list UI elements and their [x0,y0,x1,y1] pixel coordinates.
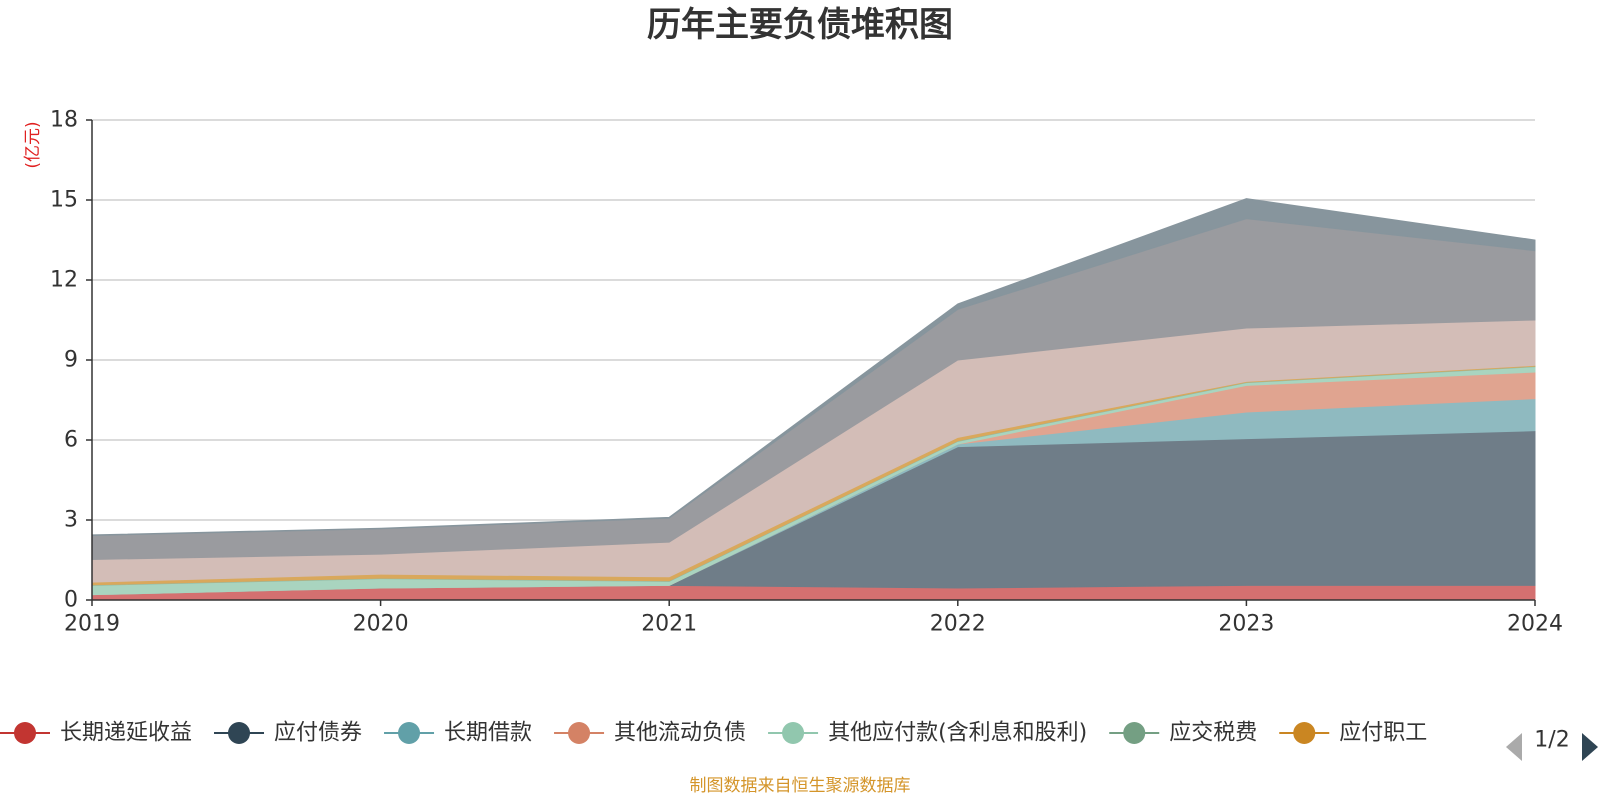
area-series-group [91,198,1536,601]
chart-title: 历年主要负债堆积图 [647,5,953,45]
axes: 2019 2020 2021 2022 2023 2024 [64,119,1563,637]
area-series[interactable] [91,198,1536,536]
x-tick-label: 2024 [1507,612,1563,637]
legend-item[interactable]: 应付职工 [1279,721,1427,746]
legend-pager: 1/2 [1506,728,1598,761]
legend-dot-marker [568,722,591,744]
x-tick-label: 2021 [641,612,697,637]
legend-dot-marker [1293,722,1316,744]
legend-label: 长期借款 [444,721,532,746]
legend-item[interactable]: 其他流动负债 [554,721,746,746]
legend-label: 应付债券 [274,721,362,746]
legend-label: 长期递延收益 [60,721,192,746]
legend-label: 其他流动负债 [614,721,746,746]
legend-dot-marker [398,722,421,744]
legend-dot-marker [14,722,36,744]
y-tick-label: 18 [50,108,78,133]
y-tick-label: 3 [64,508,78,533]
legend-item[interactable]: 长期借款 [384,721,532,746]
legend: 长期递延收益 应付债券 长期借款 其他流动负债 其他应付款(含利息和股利) 应交税费 应付职… [0,721,1427,746]
y-axis-unit-label: (亿元) [23,121,43,168]
y-tick-label: 0 [64,588,78,613]
y-tick-label: 12 [50,268,78,293]
y-tick-label: 9 [64,348,78,373]
legend-dot-marker [1123,722,1146,744]
data-source-note: 制图数据来自恒生聚源数据库 [690,776,911,796]
legend-next-page-icon[interactable] [1582,733,1598,761]
x-tick-label: 2019 [64,612,120,637]
legend-item[interactable]: 应付债券 [214,721,362,746]
legend-dot-marker [782,722,805,744]
x-tick-label: 2020 [353,612,409,637]
legend-dot-marker [228,722,251,744]
legend-prev-page-icon[interactable] [1506,733,1522,761]
legend-item[interactable]: 应交税费 [1109,721,1257,746]
legend-label: 其他应付款(含利息和股利) [828,721,1087,746]
x-tick-label: 2022 [930,612,986,637]
legend-label: 应付职工 [1339,721,1427,746]
y-tick-label: 15 [50,188,78,213]
legend-item[interactable]: 其他应付款(含利息和股利) [768,721,1087,746]
y-tick-label: 6 [64,428,78,453]
x-tick-label: 2023 [1218,612,1274,637]
legend-item[interactable]: 长期递延收益 [0,721,192,746]
legend-page-indicator: 1/2 [1534,728,1569,753]
legend-label: 应交税费 [1169,721,1257,746]
